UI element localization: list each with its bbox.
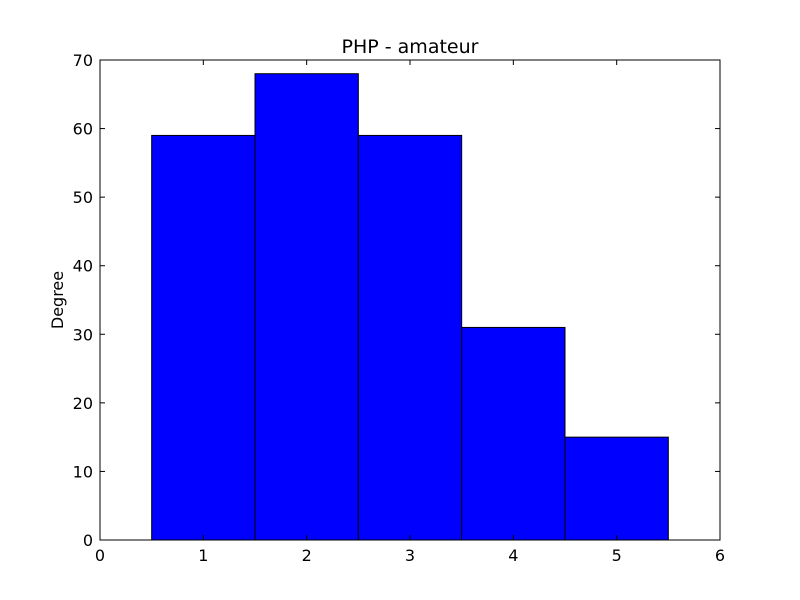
y-tick-label: 0 [83,531,93,550]
y-tick-label: 50 [73,188,93,207]
bar-4 [461,326,566,541]
y-tick-label: 60 [73,120,93,139]
x-tick-label: 1 [198,546,208,565]
bar-3 [357,134,463,541]
bars-group [151,73,669,541]
x-tick-label: 0 [95,546,105,565]
bar-1 [151,134,256,541]
x-tick-label: 2 [302,546,312,565]
bar-5 [564,436,669,541]
x-tick-label: 4 [508,546,518,565]
y-tick-label: 70 [73,51,93,70]
plot-area-frame [99,59,721,541]
y-tick-label: 20 [73,394,93,413]
x-tick-label: 3 [405,546,415,565]
y-tick-label: 10 [73,462,93,481]
chart-title: PHP - amateur [342,36,479,58]
y-tick-label: 40 [73,257,93,276]
bar-2 [254,73,359,541]
y-tick-label: 30 [73,325,93,344]
x-tick-label: 6 [715,546,725,565]
x-tick-label: 5 [612,546,622,565]
y-axis-label: Degree [48,271,67,329]
